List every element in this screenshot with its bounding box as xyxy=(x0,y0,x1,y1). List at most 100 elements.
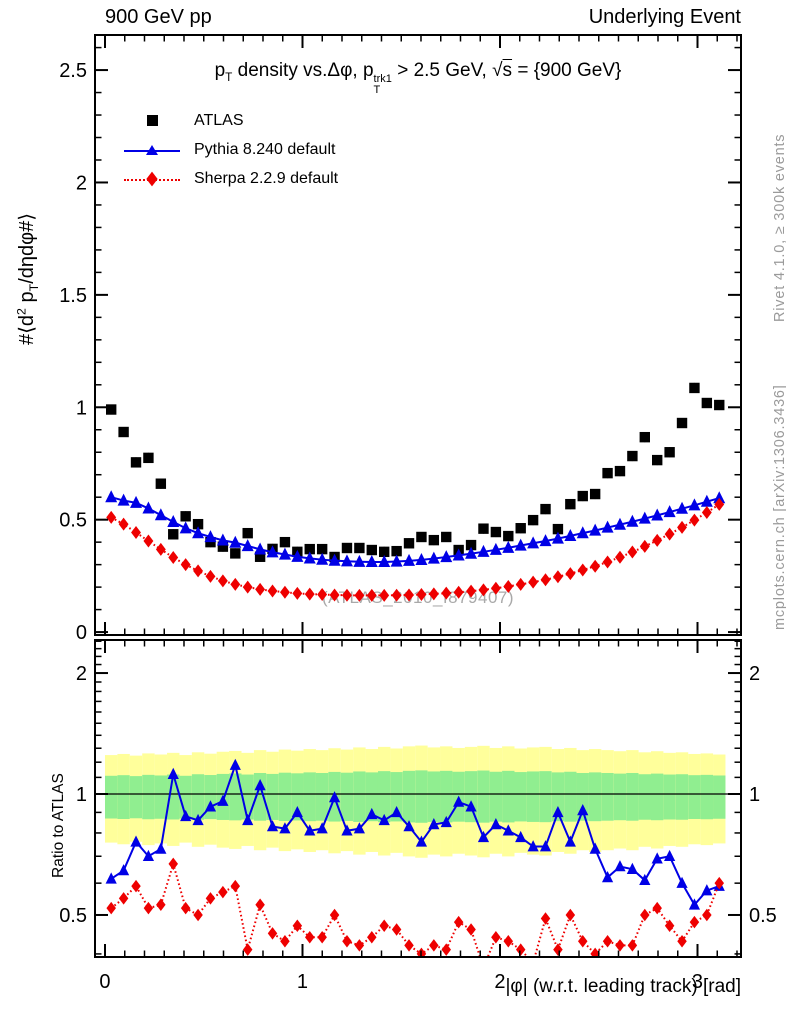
triangle-marker xyxy=(353,554,366,567)
triangle-marker xyxy=(638,511,651,524)
green-band-bin xyxy=(117,775,130,819)
y-main-tick-label: 0 xyxy=(76,622,87,644)
triangle-marker xyxy=(527,840,539,852)
diamond-marker xyxy=(466,584,477,598)
diamond-marker xyxy=(366,588,377,602)
diamond-marker xyxy=(714,876,725,890)
triangle-marker xyxy=(465,546,478,559)
triangle-marker xyxy=(713,491,726,504)
triangle-marker xyxy=(688,898,701,910)
triangle-marker xyxy=(304,824,316,836)
diamond-marker xyxy=(218,885,228,899)
green-band-bin xyxy=(502,770,515,823)
triangle-marker xyxy=(403,553,416,566)
triangle-marker xyxy=(564,835,576,847)
triangle-marker xyxy=(490,818,502,830)
triangle-marker xyxy=(651,508,664,521)
diamond-marker xyxy=(106,901,116,915)
diamond-marker xyxy=(155,542,166,556)
square-marker xyxy=(366,544,377,556)
diamond-marker xyxy=(553,943,563,956)
diamond-marker xyxy=(453,915,464,929)
diamond-marker xyxy=(280,935,290,948)
diamond-marker xyxy=(131,525,141,539)
diamond-marker xyxy=(532,956,534,957)
y-axis-label-main: #⟨d2 pT/dηdφ#⟩ xyxy=(14,212,41,345)
square-marker xyxy=(652,454,663,466)
green-band-bin xyxy=(688,775,701,819)
square-marker xyxy=(118,426,129,438)
triangle-marker xyxy=(105,490,118,503)
square-marker xyxy=(714,399,725,411)
square-marker xyxy=(465,539,477,551)
y-main-tick-label: 1.5 xyxy=(59,285,87,307)
square-marker xyxy=(540,503,551,515)
square-marker xyxy=(155,478,167,489)
x-tick-label: 0 xyxy=(99,971,110,993)
triangle-marker xyxy=(415,553,428,566)
green-band-bin xyxy=(365,772,378,822)
triangle-marker xyxy=(440,815,452,828)
triangle-marker xyxy=(391,805,403,818)
green-band-bin xyxy=(415,770,428,823)
green-band-bin xyxy=(713,775,726,819)
triangle-marker xyxy=(254,779,266,791)
square-marker xyxy=(676,417,688,429)
triangle-marker xyxy=(216,533,229,546)
diamond-marker xyxy=(180,901,191,915)
diamond-marker xyxy=(193,564,204,578)
diamond-marker xyxy=(242,943,253,956)
y-ratio-tick-label-right: 0.5 xyxy=(749,905,777,927)
diamond-marker xyxy=(329,908,340,922)
ratio-series xyxy=(105,758,725,957)
square-marker xyxy=(577,490,588,502)
triangle-marker xyxy=(601,520,614,533)
square-marker xyxy=(565,498,576,510)
square-marker xyxy=(130,457,142,468)
diamond-marker xyxy=(565,567,576,581)
main-panel-frame xyxy=(94,34,742,636)
green-band-bin xyxy=(427,771,441,822)
square-marker xyxy=(354,542,365,554)
triangle-marker xyxy=(229,535,242,548)
legend-item-sherpa: Sherpa 2.2.9 default xyxy=(122,164,338,193)
diamond-marker xyxy=(391,923,402,936)
green-band-bin xyxy=(229,773,242,821)
green-band-bin xyxy=(440,770,453,823)
triangle-marker xyxy=(217,794,229,806)
x-tick-label: 2 xyxy=(494,971,505,993)
diamond-marker xyxy=(652,533,663,547)
green-band-bin xyxy=(514,772,527,822)
diamond-marker xyxy=(118,517,129,531)
green-band-bin xyxy=(576,772,589,821)
square-marker xyxy=(552,523,564,535)
triangle-marker xyxy=(614,860,626,872)
triangle-marker xyxy=(241,539,254,552)
header-analysis-topic: Underlying Event xyxy=(588,6,741,28)
triangle-marker xyxy=(676,876,688,888)
y-ratio-tick-label-right: 2 xyxy=(749,663,760,685)
square-marker xyxy=(589,488,601,500)
diamond-marker xyxy=(391,588,402,602)
triangle-marker xyxy=(639,873,651,886)
triangle-marker xyxy=(626,862,638,874)
square-marker xyxy=(441,531,452,543)
square-marker xyxy=(664,447,675,458)
green-band-bin xyxy=(588,772,602,822)
triangle-marker xyxy=(303,551,316,564)
diamond-marker xyxy=(342,588,352,602)
triangle-marker xyxy=(117,493,130,506)
sherpa-line xyxy=(110,503,720,597)
diamond-marker xyxy=(292,919,303,933)
triangle-marker xyxy=(589,842,601,854)
triangle-marker xyxy=(105,872,117,884)
green-band-bin xyxy=(303,772,316,822)
square-marker xyxy=(403,538,415,549)
triangle-marker xyxy=(676,501,689,514)
diamond-marker xyxy=(540,573,551,587)
triangle-marker xyxy=(415,835,428,847)
triangle-marker xyxy=(688,498,701,511)
diamond-marker xyxy=(255,582,266,596)
diamond-marker xyxy=(503,935,514,948)
diamond-marker xyxy=(664,919,675,933)
